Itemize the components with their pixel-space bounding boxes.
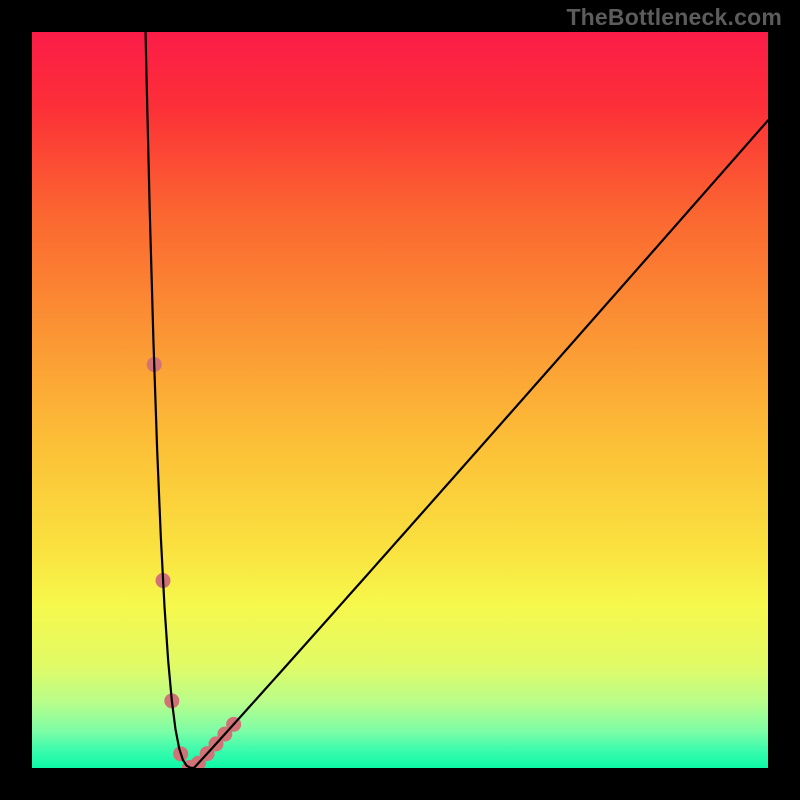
watermark-text: TheBottleneck.com [566,4,782,31]
bottleneck-chart [32,32,768,768]
chart-background-gradient [32,32,768,768]
chart-frame: TheBottleneck.com [0,0,800,800]
